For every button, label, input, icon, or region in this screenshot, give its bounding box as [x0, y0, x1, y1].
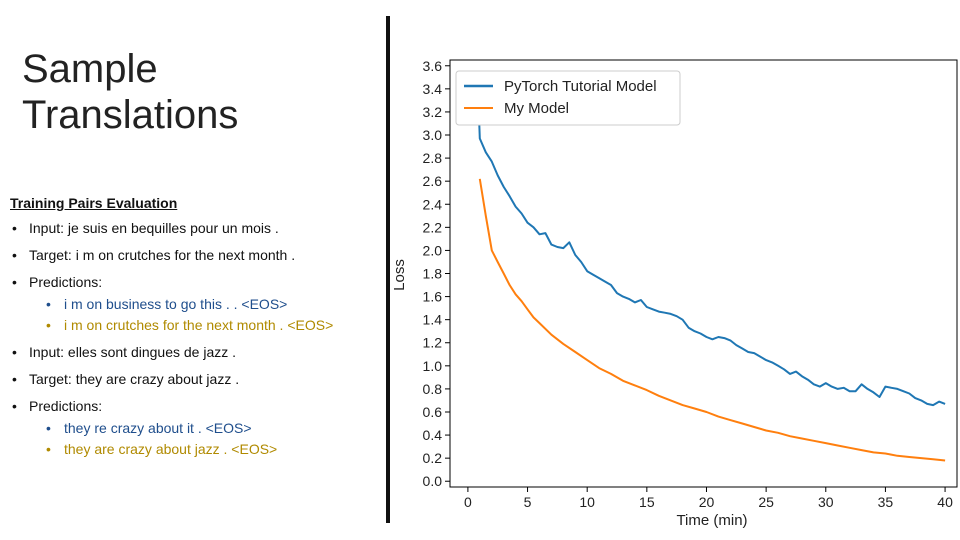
- loss-chart: 0.0 0.2 0.4 0.6 0.8 1.0 1.2 1.4 1.6 1.8 2.0 2.2 2.4 2…: [391, 58, 958, 529]
- y-tick-label: 0.0: [423, 473, 443, 489]
- prediction-item: they re crazy about it . <EOS>: [29, 419, 380, 437]
- slide-title-line1: Sample: [22, 47, 158, 91]
- list-item: Input: je suis en bequilles pour un mois…: [10, 219, 380, 237]
- slide-title-line2: Translations: [22, 93, 239, 137]
- x-tick-label: 20: [699, 494, 715, 510]
- prediction-item: they are crazy about jazz . <EOS>: [29, 440, 380, 458]
- legend-label: My Model: [504, 100, 569, 117]
- prediction-list: they re crazy about it . <EOS> they are …: [29, 419, 380, 458]
- prediction-list: i m on business to go this . . <EOS> i m…: [29, 295, 380, 334]
- x-tick-label: 25: [758, 494, 774, 510]
- plot-area: [449, 59, 958, 488]
- legend-label: PyTorch Tutorial Model: [504, 78, 657, 95]
- y-tick-label: 3.0: [423, 127, 443, 143]
- evaluation-list: Input: je suis en bequilles pour un mois…: [10, 219, 380, 458]
- x-tick-label: 35: [878, 494, 894, 510]
- item-text: Predictions:: [29, 274, 103, 290]
- slide-title: Sample Translations: [22, 46, 238, 138]
- x-tick-label: 40: [937, 494, 953, 510]
- y-tick-label: 2.4: [423, 196, 443, 212]
- item-text: Input: elles sont dingues de jazz .: [29, 344, 237, 360]
- x-tick-label: 0: [464, 494, 472, 510]
- vertical-divider: [386, 16, 390, 523]
- y-tick-label: 3.4: [423, 81, 443, 97]
- y-axis: 0.0 0.2 0.4 0.6 0.8 1.0 1.2 1.4 1.6 1.8 2.0 2.2 2.4 2…: [423, 58, 450, 489]
- x-tick-label: 15: [639, 494, 655, 510]
- y-tick-label: 0.4: [423, 427, 443, 443]
- evaluation-panel: Training Pairs Evaluation Input: je suis…: [10, 195, 380, 467]
- item-text: Predictions:: [29, 398, 103, 414]
- evaluation-heading: Training Pairs Evaluation: [10, 195, 178, 211]
- y-tick-label: 3.2: [423, 104, 443, 120]
- x-axis-label: Time (min): [676, 512, 747, 529]
- list-item: Predictions: they re crazy about it . <E…: [10, 397, 380, 458]
- y-tick-label: 0.8: [423, 381, 443, 397]
- list-item: Target: they are crazy about jazz .: [10, 370, 380, 388]
- prediction-item: i m on crutches for the next month . <EO…: [29, 316, 380, 334]
- list-item: Target: i m on crutches for the next mon…: [10, 246, 380, 264]
- series-line-1: [476, 71, 946, 407]
- y-tick-label: 2.6: [423, 173, 443, 189]
- y-tick-label: 2.2: [423, 219, 443, 235]
- item-text: Target: they are crazy about jazz .: [29, 371, 240, 387]
- y-tick-label: 2.0: [423, 242, 443, 258]
- y-tick-label: 3.6: [423, 58, 443, 74]
- series-lines: [476, 71, 946, 462]
- y-axis-label: Loss: [391, 259, 408, 291]
- legend-box: [455, 70, 681, 126]
- y-tick-label: 0.2: [423, 450, 443, 466]
- prediction-item: i m on business to go this . . <EOS>: [29, 295, 380, 313]
- x-tick-label: 5: [524, 494, 532, 510]
- series-line-2: [478, 178, 946, 462]
- y-tick-label: 0.6: [423, 404, 443, 420]
- x-axis: 0 5 10 15 20 25 30 35 40: [464, 487, 953, 510]
- y-tick-label: 1.2: [423, 335, 443, 351]
- y-tick-label: 1.4: [423, 312, 443, 328]
- y-tick-label: 1.0: [423, 358, 443, 374]
- y-tick-label: 1.8: [423, 266, 443, 282]
- list-item: Input: elles sont dingues de jazz .: [10, 343, 380, 361]
- list-item: Predictions: i m on business to go this …: [10, 273, 380, 334]
- y-tick-label: 2.8: [423, 150, 443, 166]
- legend: PyTorch Tutorial Model My Model: [455, 70, 681, 126]
- item-text: Input: je suis en bequilles pour un mois…: [29, 220, 279, 236]
- item-text: Target: i m on crutches for the next mon…: [29, 247, 296, 263]
- y-tick-label: 1.6: [423, 289, 443, 305]
- x-tick-label: 30: [818, 494, 834, 510]
- x-tick-label: 10: [579, 494, 595, 510]
